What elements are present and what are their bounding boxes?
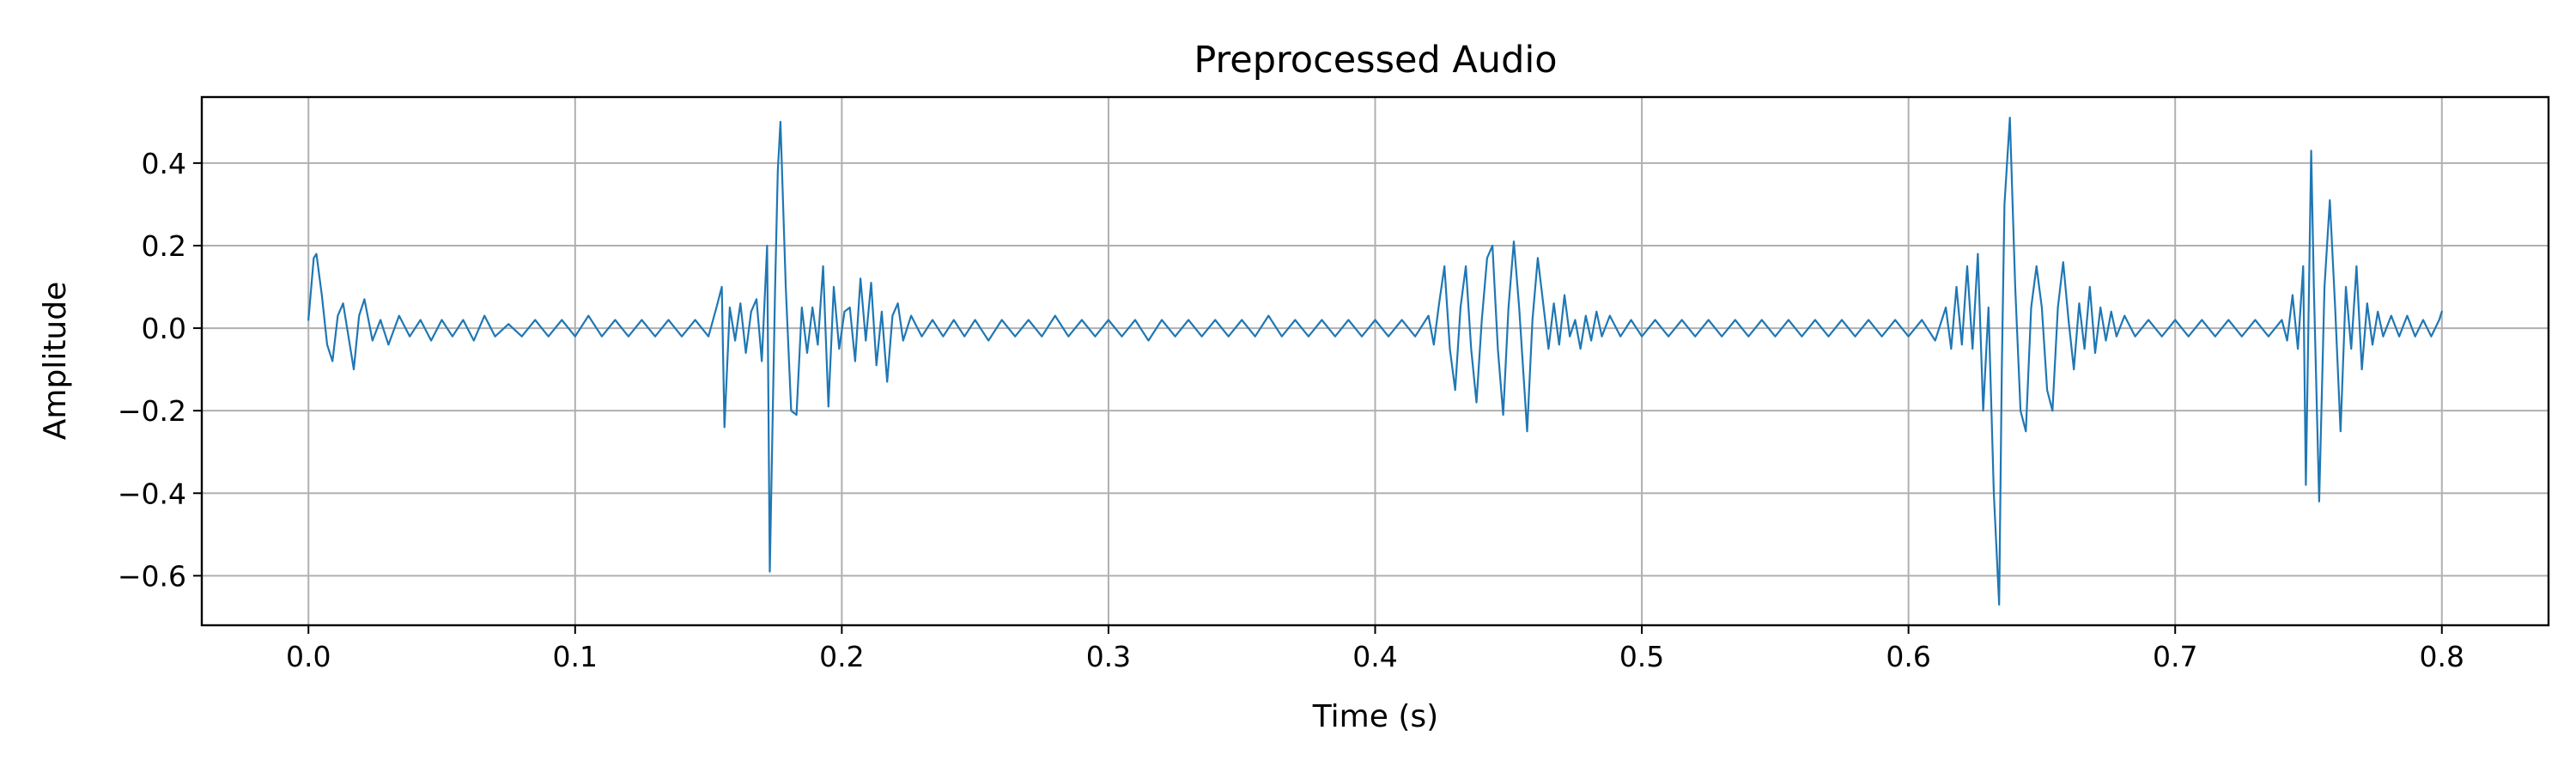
x-tick-label: 0.5 <box>1619 640 1664 673</box>
y-tick-label: 0.2 <box>142 229 186 263</box>
y-tick-label: −0.4 <box>118 477 186 510</box>
x-tick-label: 0.6 <box>1886 640 1930 673</box>
y-tick-label: −0.2 <box>118 394 186 428</box>
x-axis-label: Time (s) <box>1312 699 1438 734</box>
x-tick-label: 0.0 <box>286 640 331 673</box>
x-tick-label: 0.4 <box>1352 640 1397 673</box>
x-tick-label: 0.3 <box>1086 640 1131 673</box>
x-axis: 0.0 0.1 0.2 0.3 0.4 0.5 0.6 0.7 0.8 <box>286 625 2464 673</box>
grid <box>202 97 2549 625</box>
plot-area <box>307 116 2443 606</box>
x-tick-label: 0.8 <box>2420 640 2464 673</box>
y-axis-label: Amplitude <box>38 282 73 440</box>
y-axis: 0.4 0.2 0.0 −0.2 −0.4 −0.6 <box>118 147 202 593</box>
x-tick-label: 0.7 <box>2153 640 2197 673</box>
y-tick-label: −0.6 <box>118 559 186 593</box>
y-tick-label: 0.4 <box>142 147 186 180</box>
x-tick-label: 0.2 <box>819 640 864 673</box>
x-tick-label: 0.1 <box>553 640 598 673</box>
y-tick-label: 0.0 <box>142 312 186 345</box>
series-line <box>307 116 2443 606</box>
chart-title: Preprocessed Audio <box>1194 39 1557 82</box>
